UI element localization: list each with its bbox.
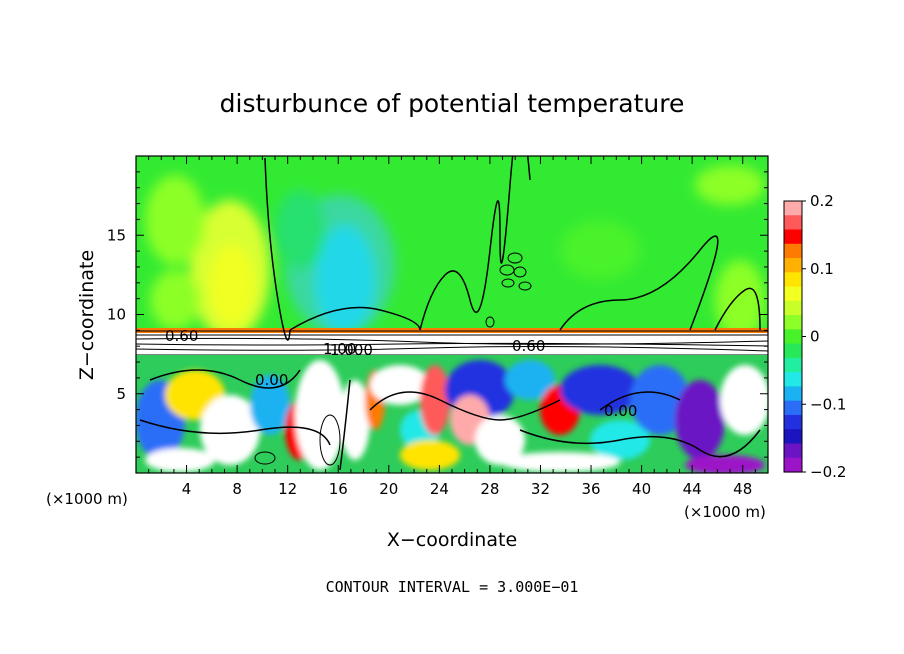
colorbar-swatch bbox=[784, 400, 802, 416]
x-tick-labels: 4 8 12 16 20 24 28 32 36 40 44 48 bbox=[182, 480, 752, 498]
colorbar-swatch bbox=[784, 457, 802, 473]
colorbar-swatch bbox=[784, 386, 802, 402]
y-tick-label: 15 bbox=[107, 226, 126, 244]
colorbar-swatch bbox=[784, 272, 802, 288]
colorbar-tick-label: 0.2 bbox=[810, 192, 834, 210]
colorbar-swatch bbox=[784, 315, 802, 330]
colorbar-swatch bbox=[784, 372, 802, 388]
colorbar-swatch bbox=[784, 443, 802, 459]
colorbar-swatch bbox=[784, 201, 802, 216]
colorbar-tick-label: −0.1 bbox=[810, 395, 846, 413]
colorbar-swatch bbox=[784, 343, 802, 359]
x-tick-label: 24 bbox=[430, 480, 449, 498]
y-tick-label: 5 bbox=[116, 385, 126, 403]
y-tick-labels: 5 10 15 bbox=[107, 226, 126, 403]
colorbar bbox=[784, 201, 802, 473]
colorbar-tick-label: −0.2 bbox=[810, 463, 846, 481]
y-axis-ticks bbox=[136, 171, 768, 458]
colorbar-swatch bbox=[784, 429, 802, 445]
chart-title: disturbunce of potential temperature bbox=[220, 89, 685, 118]
colorbar-tick-labels: 0.2 0.1 0 −0.1 −0.2 bbox=[802, 192, 846, 481]
x-tick-label: 8 bbox=[232, 480, 242, 498]
y-axis-label: Z−coordinate bbox=[76, 250, 98, 380]
x-tick-label: 16 bbox=[329, 480, 348, 498]
x-tick-label: 36 bbox=[581, 480, 600, 498]
contour-interval: CONTOUR INTERVAL = 3.000E−01 bbox=[326, 578, 579, 596]
colorbar-swatch bbox=[784, 258, 802, 273]
x-tick-label: 4 bbox=[182, 480, 192, 498]
colorbar-swatch bbox=[784, 243, 802, 259]
contour-label: 0.60 bbox=[165, 327, 198, 345]
contour-label: 0.00 bbox=[604, 402, 637, 420]
x-tick-label: 28 bbox=[480, 480, 499, 498]
x-tick-label: 12 bbox=[278, 480, 297, 498]
colorbar-swatch bbox=[784, 300, 802, 316]
colorbar-swatch bbox=[784, 215, 802, 231]
x-tick-label: 40 bbox=[632, 480, 651, 498]
x-tick-label: 32 bbox=[531, 480, 550, 498]
colorbar-swatch bbox=[784, 414, 802, 430]
x-tick-label: 48 bbox=[733, 480, 752, 498]
contour-label: 0.00 bbox=[255, 371, 288, 389]
y-tick-label: 10 bbox=[107, 306, 126, 324]
contour-label: 1.00 bbox=[323, 340, 356, 358]
colorbar-tick-label: 0 bbox=[810, 328, 820, 346]
z-unit-label: (×1000 m) bbox=[684, 503, 766, 521]
x-axis-ticks bbox=[148, 156, 756, 473]
colorbar-swatch bbox=[784, 329, 802, 345]
colorbar-swatch bbox=[784, 229, 802, 245]
x-unit-label: (×1000 m) bbox=[46, 490, 128, 508]
heatmap-field: 0.60 1.00 1.000 0.60 0.00 0.00 bbox=[136, 156, 768, 473]
x-axis-label: X−coordinate bbox=[387, 529, 517, 551]
contour-label: 1.000 bbox=[330, 341, 373, 359]
colorbar-swatch bbox=[784, 286, 802, 302]
colorbar-tick-label: 0.1 bbox=[810, 260, 834, 278]
colorbar-swatch bbox=[784, 357, 802, 373]
x-tick-label: 44 bbox=[683, 480, 702, 498]
contour-label: 0.60 bbox=[512, 337, 545, 355]
x-tick-label: 20 bbox=[379, 480, 398, 498]
